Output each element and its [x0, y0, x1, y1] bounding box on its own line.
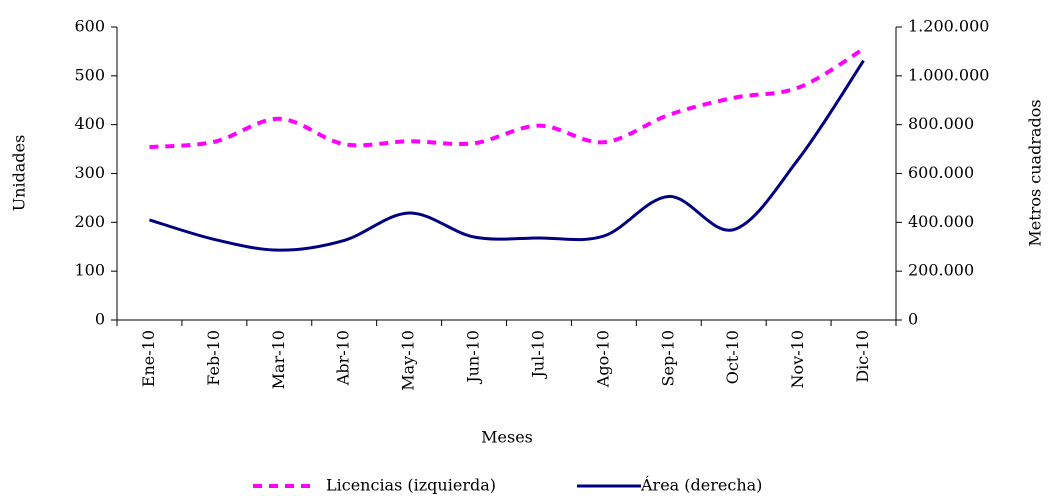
y-tick-label: 300 [74, 163, 105, 182]
y-tick-label: 400 [74, 114, 105, 133]
series-line [149, 59, 865, 252]
x-tick-label: Ago-10 [593, 330, 612, 388]
y-tick-label: 200 [74, 212, 105, 231]
y2-tick-label: 400.000 [908, 212, 974, 231]
y2-tick-label: 200.000 [908, 261, 974, 280]
x-tick-label: Abr-10 [334, 330, 353, 386]
y2-tick-label: 1.000.000 [908, 65, 989, 84]
y2-tick-label: 1.200.000 [908, 17, 989, 36]
series-line [149, 47, 865, 150]
x-axis-title: Meses [481, 428, 533, 447]
y2-tick-label: 0 [908, 310, 918, 329]
y-axis-title: Unidades [10, 135, 29, 212]
x-tick-label: Jun-10 [464, 330, 483, 385]
y-tick-label: 500 [74, 65, 105, 84]
x-tick-label: Dic-10 [853, 330, 872, 383]
y-tick-label: 600 [74, 17, 105, 36]
x-tick-label: May-10 [399, 330, 418, 391]
x-tick-label: Oct-10 [723, 330, 742, 384]
y-tick-label: 0 [95, 310, 105, 329]
x-tick-label: Mar-10 [269, 330, 288, 389]
legend-label: Licencias (izquierda) [326, 476, 496, 495]
y-tick-label: 100 [74, 261, 105, 280]
x-tick-label: Sep-10 [658, 330, 677, 386]
x-tick-label: Ene-10 [139, 330, 158, 387]
x-tick-label: Feb-10 [204, 330, 223, 386]
y2-tick-label: 600.000 [908, 163, 974, 182]
y2-tick-label: 800.000 [908, 114, 974, 133]
legend-label: Área (derecha) [640, 475, 762, 495]
x-tick-label: Jul-10 [528, 330, 547, 380]
y2-axis-title: Metros cuadrados [1026, 99, 1045, 246]
x-tick-label: Nov-10 [788, 330, 807, 388]
